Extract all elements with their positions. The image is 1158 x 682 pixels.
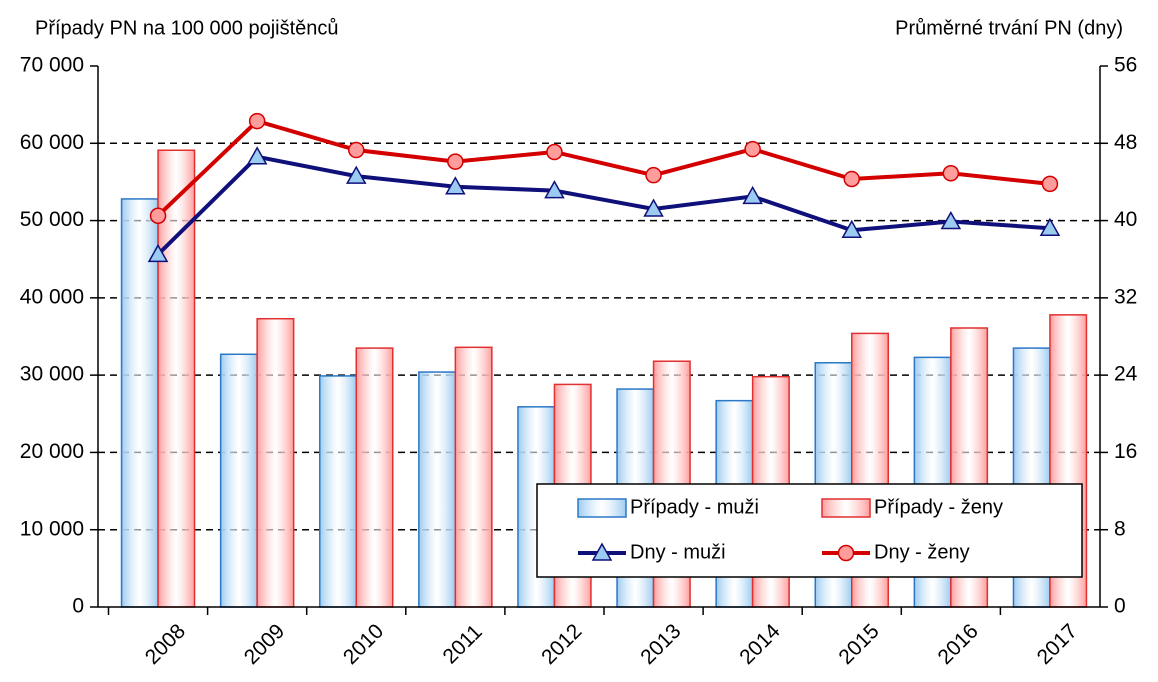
legend-swatch	[577, 498, 627, 518]
bar	[319, 375, 357, 608]
marker	[942, 164, 960, 182]
legend-box	[536, 483, 1083, 578]
y2-axis-title: Průměrné trvání PN (dny)	[895, 17, 1123, 39]
marker	[744, 140, 761, 158]
x-tick-label: 2017	[1033, 620, 1082, 669]
y-tick-label: 50 000	[20, 208, 84, 231]
marker	[1041, 175, 1059, 193]
y-tick-label: 70 000	[20, 54, 84, 77]
marker	[643, 198, 664, 217]
marker	[1039, 217, 1061, 237]
y-tick-label: 10 000	[20, 517, 84, 540]
bar	[418, 371, 457, 608]
marker	[147, 243, 169, 263]
bar	[219, 353, 258, 608]
x-tick-label: 2010	[339, 620, 388, 669]
x-tick-label: 2011	[439, 620, 487, 668]
bar	[120, 198, 159, 608]
legend-label: Dny - ženy	[874, 541, 970, 563]
x-tick-label: 2012	[537, 620, 586, 669]
y2-tick-label: 40	[1114, 208, 1137, 231]
marker	[645, 166, 662, 184]
y2-tick-label: 48	[1114, 131, 1137, 154]
x-tick-label: 2008	[141, 620, 190, 669]
legend-swatch	[821, 498, 871, 518]
y2-tick-label: 8	[1114, 517, 1126, 540]
y2-tick-label: 32	[1114, 285, 1137, 308]
marker	[841, 219, 863, 238]
y-tick-label: 20 000	[20, 440, 84, 463]
x-tick-label: 2015	[834, 620, 883, 669]
x-tick-label: 2014	[735, 619, 785, 669]
marker	[843, 170, 860, 188]
marker	[246, 146, 268, 165]
marker	[544, 180, 565, 199]
legend-label: Dny - muži	[630, 541, 726, 563]
line	[156, 118, 1051, 218]
line	[156, 154, 1051, 256]
y-tick-label: 30 000	[20, 363, 84, 386]
legend-marker	[837, 544, 855, 562]
marker	[742, 185, 763, 205]
x-tick-label: 2009	[240, 620, 289, 669]
marker	[149, 207, 167, 224]
y2-tick-label: 56	[1114, 54, 1137, 77]
marker	[940, 211, 962, 230]
marker	[348, 141, 365, 159]
y-axis-title: Případy PN na 100 000 pojištěnců	[35, 17, 339, 39]
legend-label: Případy - muži	[630, 496, 759, 518]
legend-marker	[591, 542, 613, 561]
legend-label: Případy - ženy	[874, 496, 1003, 518]
bar	[355, 347, 394, 608]
y2-tick-label: 16	[1114, 440, 1137, 463]
x-tick-label: 2016	[934, 620, 983, 669]
bar	[454, 346, 493, 608]
marker	[546, 143, 563, 161]
y2-tick-label: 24	[1114, 363, 1138, 386]
marker	[445, 176, 466, 195]
marker	[345, 165, 367, 184]
y-tick-label: 60 000	[20, 131, 84, 154]
y-tick-label: 0	[72, 595, 84, 618]
x-tick-label: 2013	[636, 620, 685, 669]
y2-tick-label: 0	[1114, 595, 1126, 618]
bar	[256, 317, 295, 608]
marker	[248, 112, 266, 130]
y-tick-label: 40 000	[20, 285, 84, 308]
marker	[447, 153, 464, 170]
